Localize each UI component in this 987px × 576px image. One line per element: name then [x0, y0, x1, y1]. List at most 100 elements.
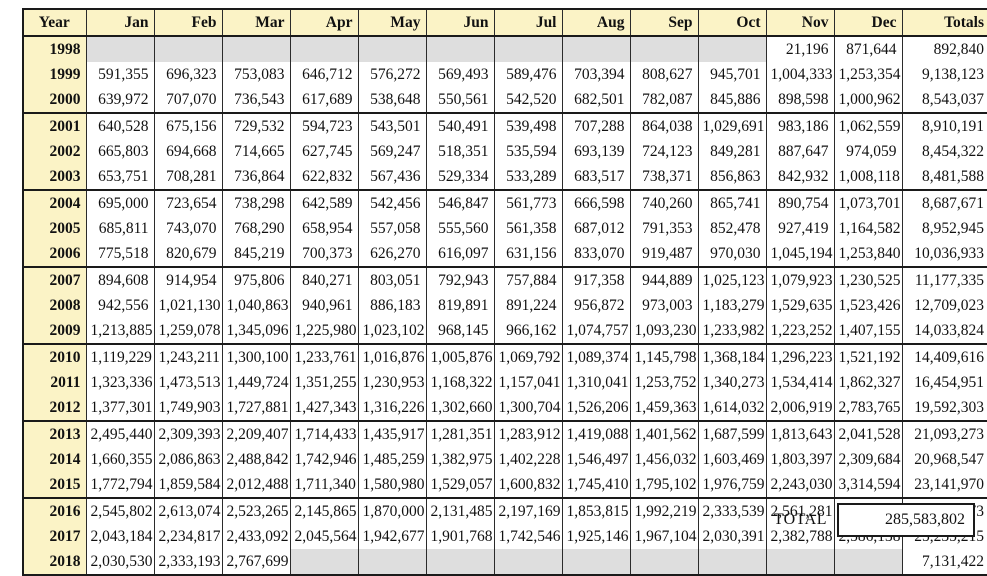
row-header-year[interactable]: 2009: [22, 318, 87, 344]
cell-row-total[interactable]: 23,141,970: [901, 472, 987, 498]
cell-sep[interactable]: 973,003: [629, 293, 699, 318]
cell-apr[interactable]: 617,689: [289, 87, 359, 113]
cell-row-total[interactable]: 8,687,671: [901, 189, 987, 216]
row-header-year[interactable]: 2006: [22, 241, 87, 267]
cell-nov[interactable]: 890,754: [765, 189, 835, 216]
cell-dec[interactable]: 2,783,765: [833, 395, 903, 421]
cell-may[interactable]: 538,648: [357, 87, 427, 113]
cell-sep[interactable]: 808,627: [629, 62, 699, 87]
cell-jun[interactable]: [425, 35, 495, 62]
cell-jul[interactable]: 1,742,546: [493, 524, 563, 549]
cell-oct[interactable]: 1,029,691: [697, 112, 767, 139]
cell-jan[interactable]: 653,751: [85, 164, 155, 190]
row-header-year[interactable]: 2018: [22, 549, 87, 575]
cell-may[interactable]: 1,023,102: [357, 318, 427, 344]
cell-mar[interactable]: 2,523,265: [221, 497, 291, 524]
cell-may[interactable]: 557,058: [357, 216, 427, 241]
cell-jul[interactable]: 561,358: [493, 216, 563, 241]
cell-dec[interactable]: 1,008,118: [833, 164, 903, 190]
cell-jan[interactable]: 894,608: [85, 266, 155, 293]
cell-row-total[interactable]: 892,840: [901, 35, 987, 62]
cell-may[interactable]: 1,435,917: [357, 420, 427, 447]
cell-may[interactable]: 1,870,000: [357, 497, 427, 524]
cell-jan[interactable]: 665,803: [85, 139, 155, 164]
cell-jan[interactable]: 1,660,355: [85, 447, 155, 472]
cell-aug[interactable]: 707,288: [561, 112, 631, 139]
cell-jul[interactable]: 1,069,792: [493, 343, 563, 370]
cell-feb[interactable]: 914,954: [153, 266, 223, 293]
column-header-totals[interactable]: Totals: [901, 9, 987, 36]
cell-oct[interactable]: [697, 35, 767, 62]
cell-oct[interactable]: 1,233,982: [697, 318, 767, 344]
cell-jul[interactable]: 589,476: [493, 62, 563, 87]
cell-mar[interactable]: 2,012,488: [221, 472, 291, 498]
cell-jun[interactable]: 616,097: [425, 241, 495, 267]
cell-aug[interactable]: 687,012: [561, 216, 631, 241]
cell-mar[interactable]: 736,864: [221, 164, 291, 190]
cell-nov[interactable]: 2,243,030: [765, 472, 835, 498]
cell-jun[interactable]: 819,891: [425, 293, 495, 318]
cell-nov[interactable]: 1,529,635: [765, 293, 835, 318]
cell-mar[interactable]: 2,433,092: [221, 524, 291, 549]
cell-oct[interactable]: 1,614,032: [697, 395, 767, 421]
cell-sep[interactable]: [629, 35, 699, 62]
cell-jan[interactable]: 591,355: [85, 62, 155, 87]
cell-jan[interactable]: 1,213,885: [85, 318, 155, 344]
cell-may[interactable]: [357, 549, 427, 575]
cell-mar[interactable]: 2,209,407: [221, 420, 291, 447]
cell-nov[interactable]: 1,223,252: [765, 318, 835, 344]
cell-jul[interactable]: 1,402,228: [493, 447, 563, 472]
cell-oct[interactable]: 970,030: [697, 241, 767, 267]
column-header-mar[interactable]: Mar: [221, 9, 291, 36]
row-header-year[interactable]: 2013: [22, 420, 87, 447]
cell-may[interactable]: 803,051: [357, 266, 427, 293]
cell-oct[interactable]: 865,741: [697, 189, 767, 216]
cell-apr[interactable]: [289, 549, 359, 575]
cell-sep[interactable]: 1,145,798: [629, 343, 699, 370]
cell-apr[interactable]: 1,714,433: [289, 420, 359, 447]
row-header-year[interactable]: 2007: [22, 266, 87, 293]
cell-nov[interactable]: 1,004,333: [765, 62, 835, 87]
cell-jan[interactable]: 695,000: [85, 189, 155, 216]
cell-sep[interactable]: 1,456,032: [629, 447, 699, 472]
cell-jul[interactable]: 891,224: [493, 293, 563, 318]
cell-aug[interactable]: 956,872: [561, 293, 631, 318]
cell-jun[interactable]: 1,529,057: [425, 472, 495, 498]
cell-jan[interactable]: 2,043,184: [85, 524, 155, 549]
cell-mar[interactable]: 729,532: [221, 112, 291, 139]
cell-jun[interactable]: 1,168,322: [425, 370, 495, 395]
cell-oct[interactable]: 845,886: [697, 87, 767, 113]
cell-nov[interactable]: 887,647: [765, 139, 835, 164]
cell-feb[interactable]: 820,679: [153, 241, 223, 267]
row-header-year[interactable]: 2003: [22, 164, 87, 190]
cell-oct[interactable]: [697, 549, 767, 575]
cell-nov[interactable]: 1,813,643: [765, 420, 835, 447]
cell-apr[interactable]: 940,961: [289, 293, 359, 318]
cell-mar[interactable]: 2,488,842: [221, 447, 291, 472]
cell-jan[interactable]: 775,518: [85, 241, 155, 267]
column-header-apr[interactable]: Apr: [289, 9, 359, 36]
cell-dec[interactable]: 1,862,327: [833, 370, 903, 395]
row-header-year[interactable]: 2011: [22, 370, 87, 395]
cell-nov[interactable]: 1,079,923: [765, 266, 835, 293]
cell-apr[interactable]: 700,373: [289, 241, 359, 267]
cell-may[interactable]: 626,270: [357, 241, 427, 267]
cell-aug[interactable]: 1,074,757: [561, 318, 631, 344]
cell-sep[interactable]: 864,038: [629, 112, 699, 139]
cell-dec[interactable]: 1,523,426: [833, 293, 903, 318]
column-header-dec[interactable]: Dec: [833, 9, 903, 36]
cell-oct[interactable]: 1,687,599: [697, 420, 767, 447]
cell-jun[interactable]: 529,334: [425, 164, 495, 190]
cell-jul[interactable]: 533,289: [493, 164, 563, 190]
cell-jan[interactable]: 942,556: [85, 293, 155, 318]
cell-mar[interactable]: 1,345,096: [221, 318, 291, 344]
row-header-year[interactable]: 2002: [22, 139, 87, 164]
cell-jun[interactable]: 569,493: [425, 62, 495, 87]
cell-dec[interactable]: [833, 549, 903, 575]
cell-apr[interactable]: 2,145,865: [289, 497, 359, 524]
cell-row-total[interactable]: 12,709,023: [901, 293, 987, 318]
cell-apr[interactable]: 1,711,340: [289, 472, 359, 498]
cell-jul[interactable]: [493, 35, 563, 62]
cell-mar[interactable]: 1,727,881: [221, 395, 291, 421]
cell-sep[interactable]: 1,401,562: [629, 420, 699, 447]
